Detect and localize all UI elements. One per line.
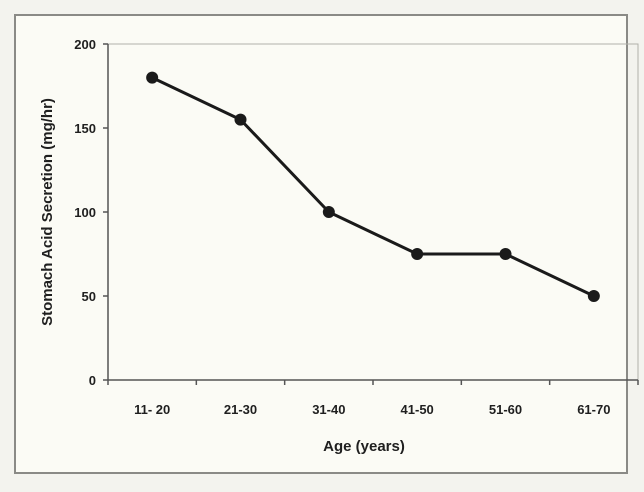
- data-point: [587, 290, 600, 302]
- x-tick-label: 51-60: [489, 402, 522, 417]
- series-line: [151, 76, 595, 298]
- y-tick-label: 150: [74, 121, 96, 136]
- data-point: [499, 248, 512, 260]
- y-tick-label: 100: [74, 205, 96, 220]
- y-tick-label: 200: [74, 37, 96, 52]
- x-tick-label: 21-30: [224, 402, 257, 417]
- y-axis-title: Stomach Acid Secretion (mg/hr): [39, 98, 56, 326]
- data-point: [322, 206, 335, 218]
- x-tick-label: 41-50: [401, 402, 434, 417]
- data-point: [234, 113, 247, 126]
- chart-frame: [14, 14, 628, 474]
- y-tick-label: 0: [89, 373, 96, 388]
- x-tick-label: 31-40: [312, 402, 345, 417]
- x-tick-label: 11- 20: [134, 402, 170, 417]
- x-axis-title: Age (years): [323, 438, 405, 455]
- data-point: [146, 71, 159, 84]
- x-tick-label: 61-70: [577, 402, 610, 417]
- data-point: [411, 248, 424, 260]
- y-tick-label: 50: [82, 289, 96, 304]
